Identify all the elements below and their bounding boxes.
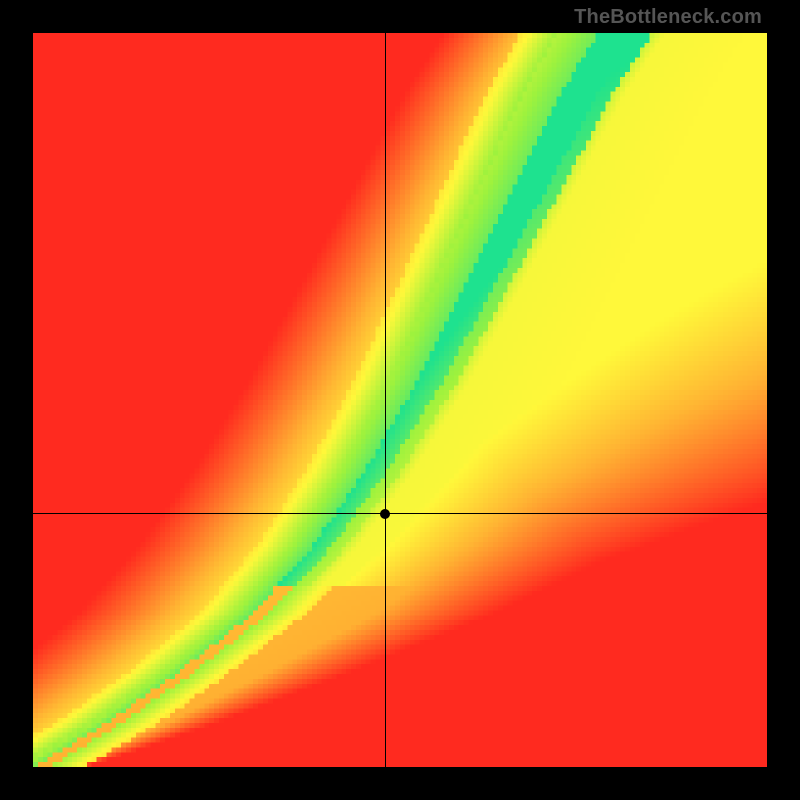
crosshair-horizontal (33, 513, 767, 514)
crosshair-marker (380, 509, 390, 519)
crosshair-vertical (385, 33, 386, 767)
chart-container: TheBottleneck.com (0, 0, 800, 800)
watermark-text: TheBottleneck.com (574, 6, 762, 29)
bottleneck-heatmap (33, 33, 767, 767)
